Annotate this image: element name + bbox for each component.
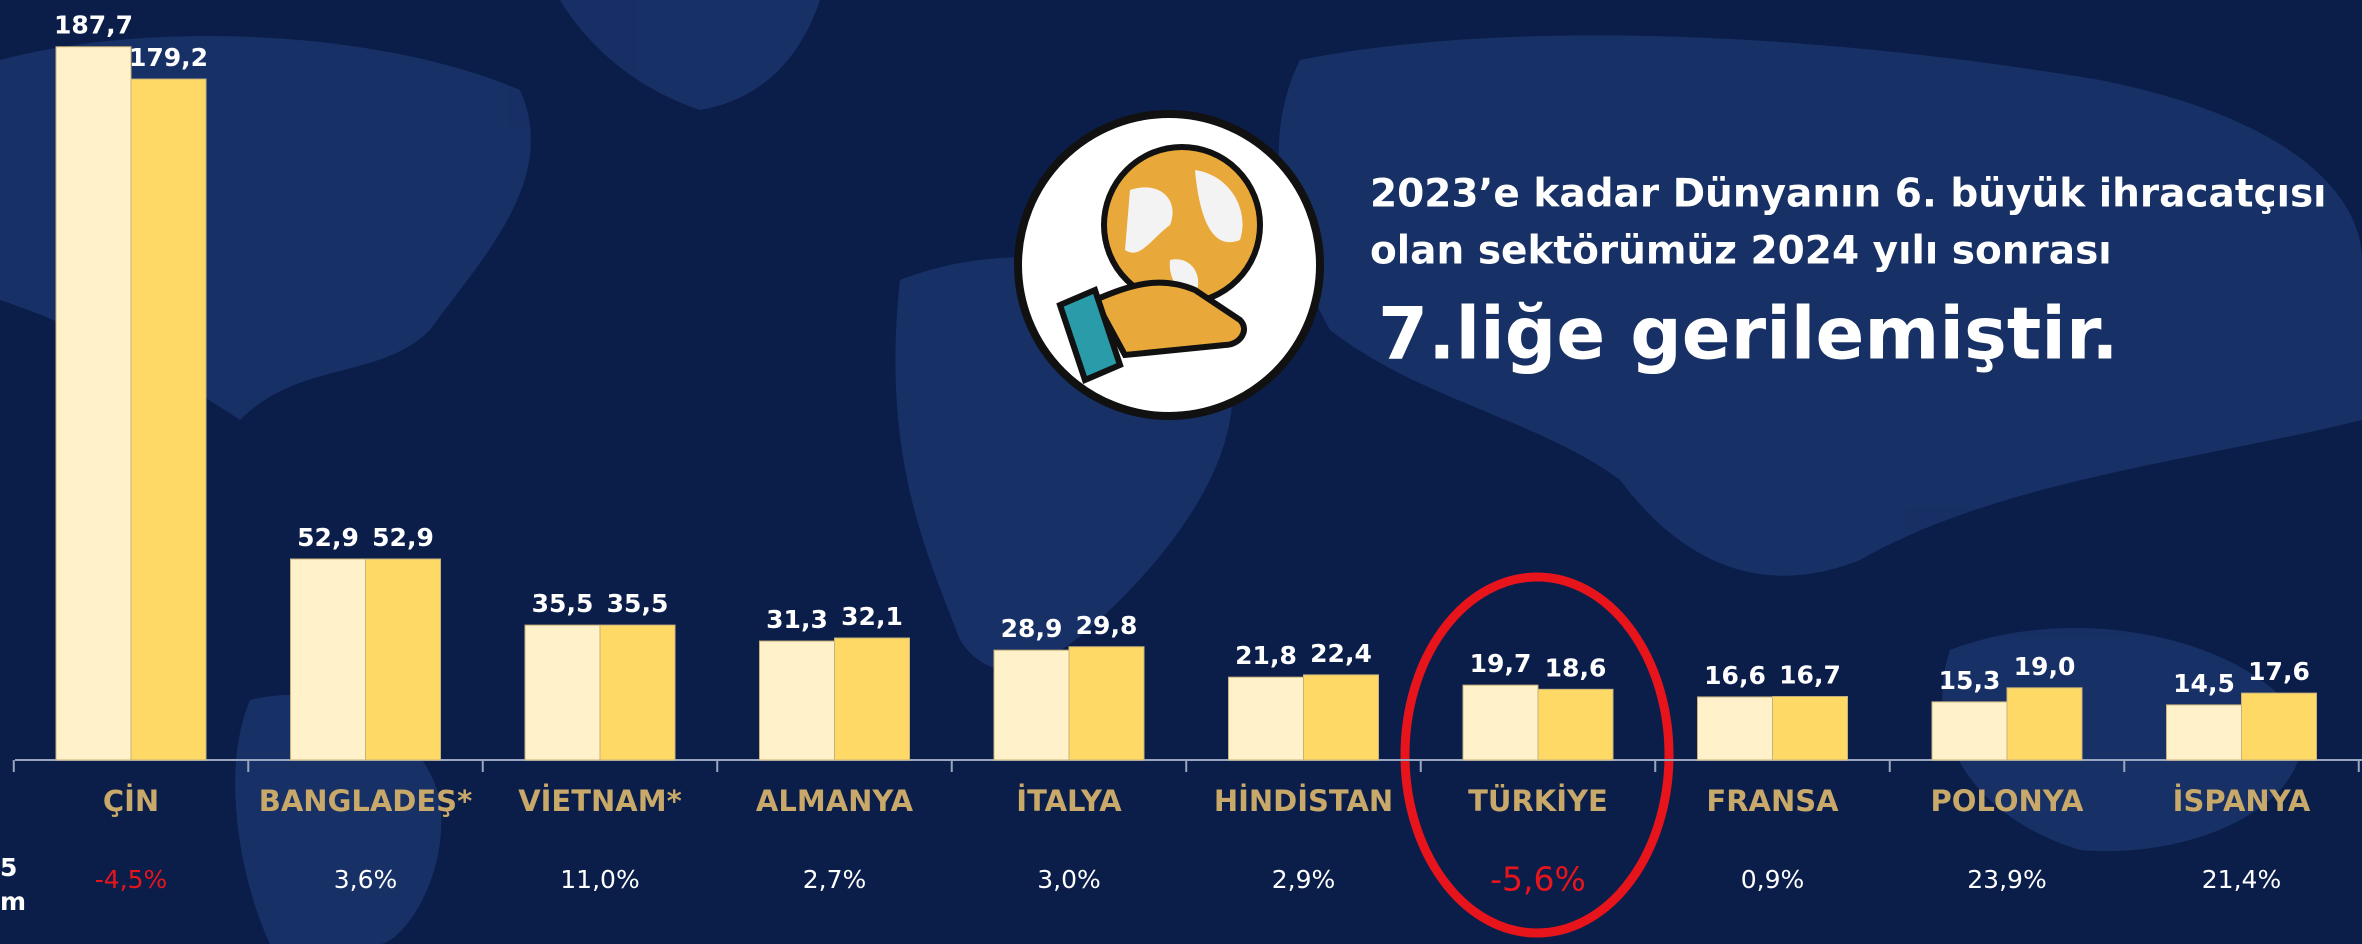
change-label: 0,9% — [1741, 865, 1805, 894]
x-tick-label: BANGLADEŞ* — [259, 784, 472, 818]
change-label: 21,4% — [2202, 865, 2281, 894]
change-label: 23,9% — [1967, 865, 2046, 894]
highlight: 7.liğe gerilemiştir. — [1378, 292, 2119, 376]
bar — [524, 624, 601, 761]
value-label: 21,8 — [1235, 641, 1297, 670]
value-label: 28,9 — [1001, 614, 1063, 643]
x-tick-label: POLONYA — [1931, 784, 2085, 818]
value-label: 16,7 — [1779, 661, 1841, 690]
x-tick-label: İSPANYA — [2173, 784, 2311, 818]
value-label: 16,6 — [1704, 661, 1766, 690]
bar — [834, 637, 910, 761]
value-label: 35,5 — [607, 589, 669, 618]
value-label: 29,8 — [1076, 611, 1138, 640]
value-label: 187,7 — [54, 11, 133, 40]
bar — [599, 624, 676, 761]
globe-icon — [1014, 110, 1324, 420]
change-label: 2,7% — [803, 865, 867, 894]
change-label: -4,5% — [95, 865, 168, 894]
headline-line: 2023’e kadar Dünyanın 6. büyük ihracatçı… — [1370, 172, 2327, 217]
x-tick-label: VİETNAM* — [518, 784, 682, 818]
left-fragment: m — [0, 887, 26, 916]
value-label: 19,0 — [2014, 652, 2076, 681]
value-label: 15,3 — [1939, 666, 2001, 695]
bar — [2241, 692, 2317, 761]
bar — [1537, 688, 1614, 761]
value-label: 22,4 — [1310, 639, 1372, 668]
x-tick-label: TÜRKİYE — [1468, 784, 1608, 818]
value-label: 52,9 — [297, 523, 359, 552]
x-tick-label: İTALYA — [1016, 784, 1122, 818]
change-label: 2,9% — [1272, 865, 1336, 894]
value-label: 35,5 — [532, 589, 594, 618]
headline-line: olan sektörümüz 2024 yılı sonrası — [1370, 229, 2112, 274]
bar — [130, 78, 207, 761]
change-label: 11,0% — [560, 865, 639, 894]
bar — [1303, 674, 1379, 761]
bar — [759, 640, 835, 761]
left-fragment: 5 — [0, 853, 17, 882]
value-label: 31,3 — [766, 605, 828, 634]
x-tick-label: ALMANYA — [756, 784, 914, 818]
value-label: 179,2 — [129, 43, 208, 72]
change-label: 3,6% — [334, 865, 398, 894]
change-label: 3,0% — [1037, 865, 1101, 894]
bar — [1772, 696, 1848, 761]
value-label: 19,7 — [1470, 649, 1532, 678]
x-tick-label: FRANSA — [1706, 784, 1839, 818]
bar — [290, 558, 366, 761]
bar — [55, 46, 132, 761]
bar — [993, 649, 1070, 761]
bar — [1462, 684, 1539, 761]
bar — [2166, 704, 2242, 761]
x-tick-label: HİNDİSTAN — [1214, 784, 1393, 818]
value-label: 52,9 — [372, 523, 434, 552]
x-tick-label: ÇİN — [103, 784, 159, 818]
value-label: 14,5 — [2173, 669, 2235, 698]
change-label: -5,6% — [1490, 860, 1586, 899]
bar — [1068, 646, 1145, 761]
bar — [1931, 701, 2008, 761]
highlight-ellipse — [1400, 572, 1674, 938]
value-label: 17,6 — [2248, 657, 2310, 686]
bar — [1228, 676, 1304, 761]
value-label: 32,1 — [841, 602, 903, 631]
value-label: 18,6 — [1545, 653, 1607, 682]
bar — [2006, 687, 2083, 761]
bar — [365, 558, 441, 761]
bar — [1697, 696, 1773, 761]
